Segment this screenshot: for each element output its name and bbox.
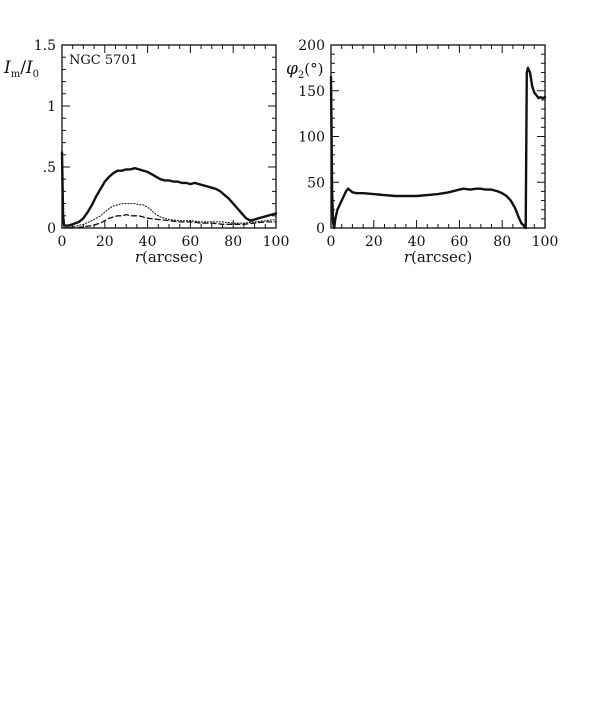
- left-ylabel-numerator-sub: m: [11, 69, 21, 80]
- x-tick-label: 60: [450, 234, 468, 250]
- right-xlabel-var: r: [404, 248, 412, 266]
- chart-panel-right: 0 20 40 60 80 100 0 50 100 150 200 φ2(°) r(arcsec): [286, 38, 558, 266]
- left-series-dashed-line: [61, 213, 277, 229]
- right-ylabel-unit: (°): [304, 60, 323, 78]
- x-tick-label: 80: [493, 234, 511, 250]
- left-tick-marks: [61, 44, 277, 229]
- right-series-solid-line: [329, 66, 547, 230]
- left-annotation-label: NGC 5701: [69, 53, 138, 68]
- y-tick-label: 100: [298, 130, 325, 146]
- x-tick-label: 100: [263, 234, 290, 250]
- left-ylabel-numerator: I: [3, 58, 11, 78]
- left-ylabel-denominator-sub: 0: [33, 69, 39, 80]
- y-tick-label: 200: [298, 38, 325, 54]
- y-tick-label: 1.5: [34, 38, 56, 54]
- x-tick-label: 20: [96, 234, 114, 250]
- x-tick-label: 100: [532, 234, 559, 250]
- right-x-axis-label: r(arcsec): [404, 248, 472, 266]
- left-xlabel-unit: (arcsec): [142, 248, 203, 266]
- right-tick-labels: 0 20 40 60 80 100 0 50 100 150 200: [298, 38, 558, 250]
- left-y-axis-label: Im/I0: [3, 58, 39, 80]
- left-x-axis-label: r(arcsec): [135, 248, 203, 266]
- left-ylabel-denominator: I: [25, 58, 33, 78]
- left-series-solid-line: [60, 151, 278, 227]
- x-tick-label: 80: [224, 234, 242, 250]
- left-series-dotted-line: [61, 203, 277, 229]
- left-tick-labels: 0 20 40 60 80 100 0 .5 1 1.5: [34, 38, 290, 250]
- right-tick-marks: [330, 44, 546, 229]
- left-ylabel-separator: /: [20, 58, 26, 78]
- y-tick-label: .5: [43, 160, 56, 176]
- right-xlabel-unit: (arcsec): [411, 248, 472, 266]
- y-tick-label: 150: [298, 84, 325, 100]
- right-ylabel-symbol: φ: [286, 59, 298, 79]
- right-ylabel-sub: 2: [298, 70, 304, 81]
- x-tick-label: 60: [181, 234, 199, 250]
- x-tick-label: 0: [327, 234, 336, 250]
- y-tick-label: 50: [307, 175, 325, 191]
- left-xlabel-var: r: [135, 248, 143, 266]
- right-y-axis-label: φ2(°): [286, 59, 324, 81]
- left-series-group: [60, 151, 278, 229]
- y-tick-label: 0: [316, 221, 325, 237]
- x-tick-label: 40: [139, 234, 157, 250]
- x-tick-label: 0: [58, 234, 67, 250]
- x-tick-label: 40: [408, 234, 426, 250]
- y-tick-label: 1: [47, 99, 56, 115]
- y-tick-label: 0: [47, 221, 56, 237]
- right-series-group: [329, 66, 547, 230]
- x-tick-label: 20: [365, 234, 383, 250]
- right-plot-frame: [330, 44, 546, 229]
